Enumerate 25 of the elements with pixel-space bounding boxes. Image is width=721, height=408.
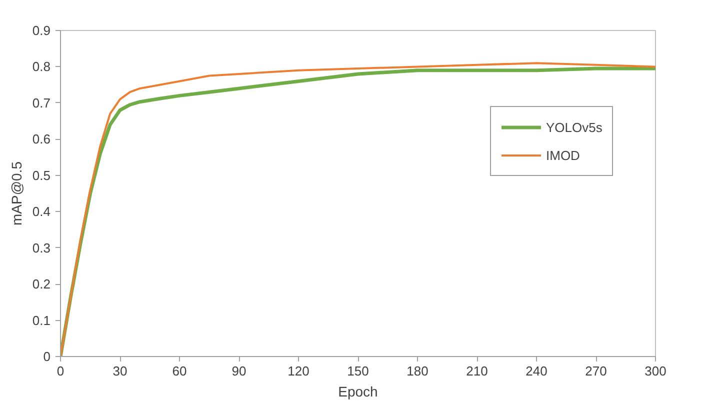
x-axis-title: Epoch <box>338 384 378 400</box>
x-tick-label: 180 <box>406 364 428 378</box>
x-tick-label: 90 <box>232 364 246 378</box>
y-tick-label: 0.3 <box>32 240 51 256</box>
x-tick-label: 60 <box>172 364 187 378</box>
x-tick-label: 300 <box>644 364 666 378</box>
y-tick-label: 0.7 <box>32 95 51 110</box>
x-tick-label: 0 <box>56 364 64 378</box>
x-tick-label: 30 <box>112 364 128 378</box>
x-tick-label: 240 <box>526 364 548 378</box>
y-tick-label: 0 <box>43 349 51 364</box>
y-tick-label: 0.5 <box>32 168 51 183</box>
x-tick-label: 270 <box>585 364 607 378</box>
y-axis-title: mAP@0.5 <box>8 161 24 226</box>
x-tick-label: 120 <box>288 364 310 378</box>
x-tick-label: 150 <box>347 364 369 378</box>
y-tick-label: 0.6 <box>32 132 51 147</box>
legend-label: IMOD <box>546 148 580 162</box>
legend-label: YOLOv5s <box>546 120 602 134</box>
y-tick-label: 0.4 <box>32 204 51 220</box>
y-tick-label: 0.8 <box>32 59 51 74</box>
y-tick-label: 0.2 <box>32 276 51 292</box>
y-tick-label: 0.9 <box>32 23 51 38</box>
x-tick-label: 210 <box>466 364 488 378</box>
y-tick-label: 0.1 <box>32 312 51 328</box>
